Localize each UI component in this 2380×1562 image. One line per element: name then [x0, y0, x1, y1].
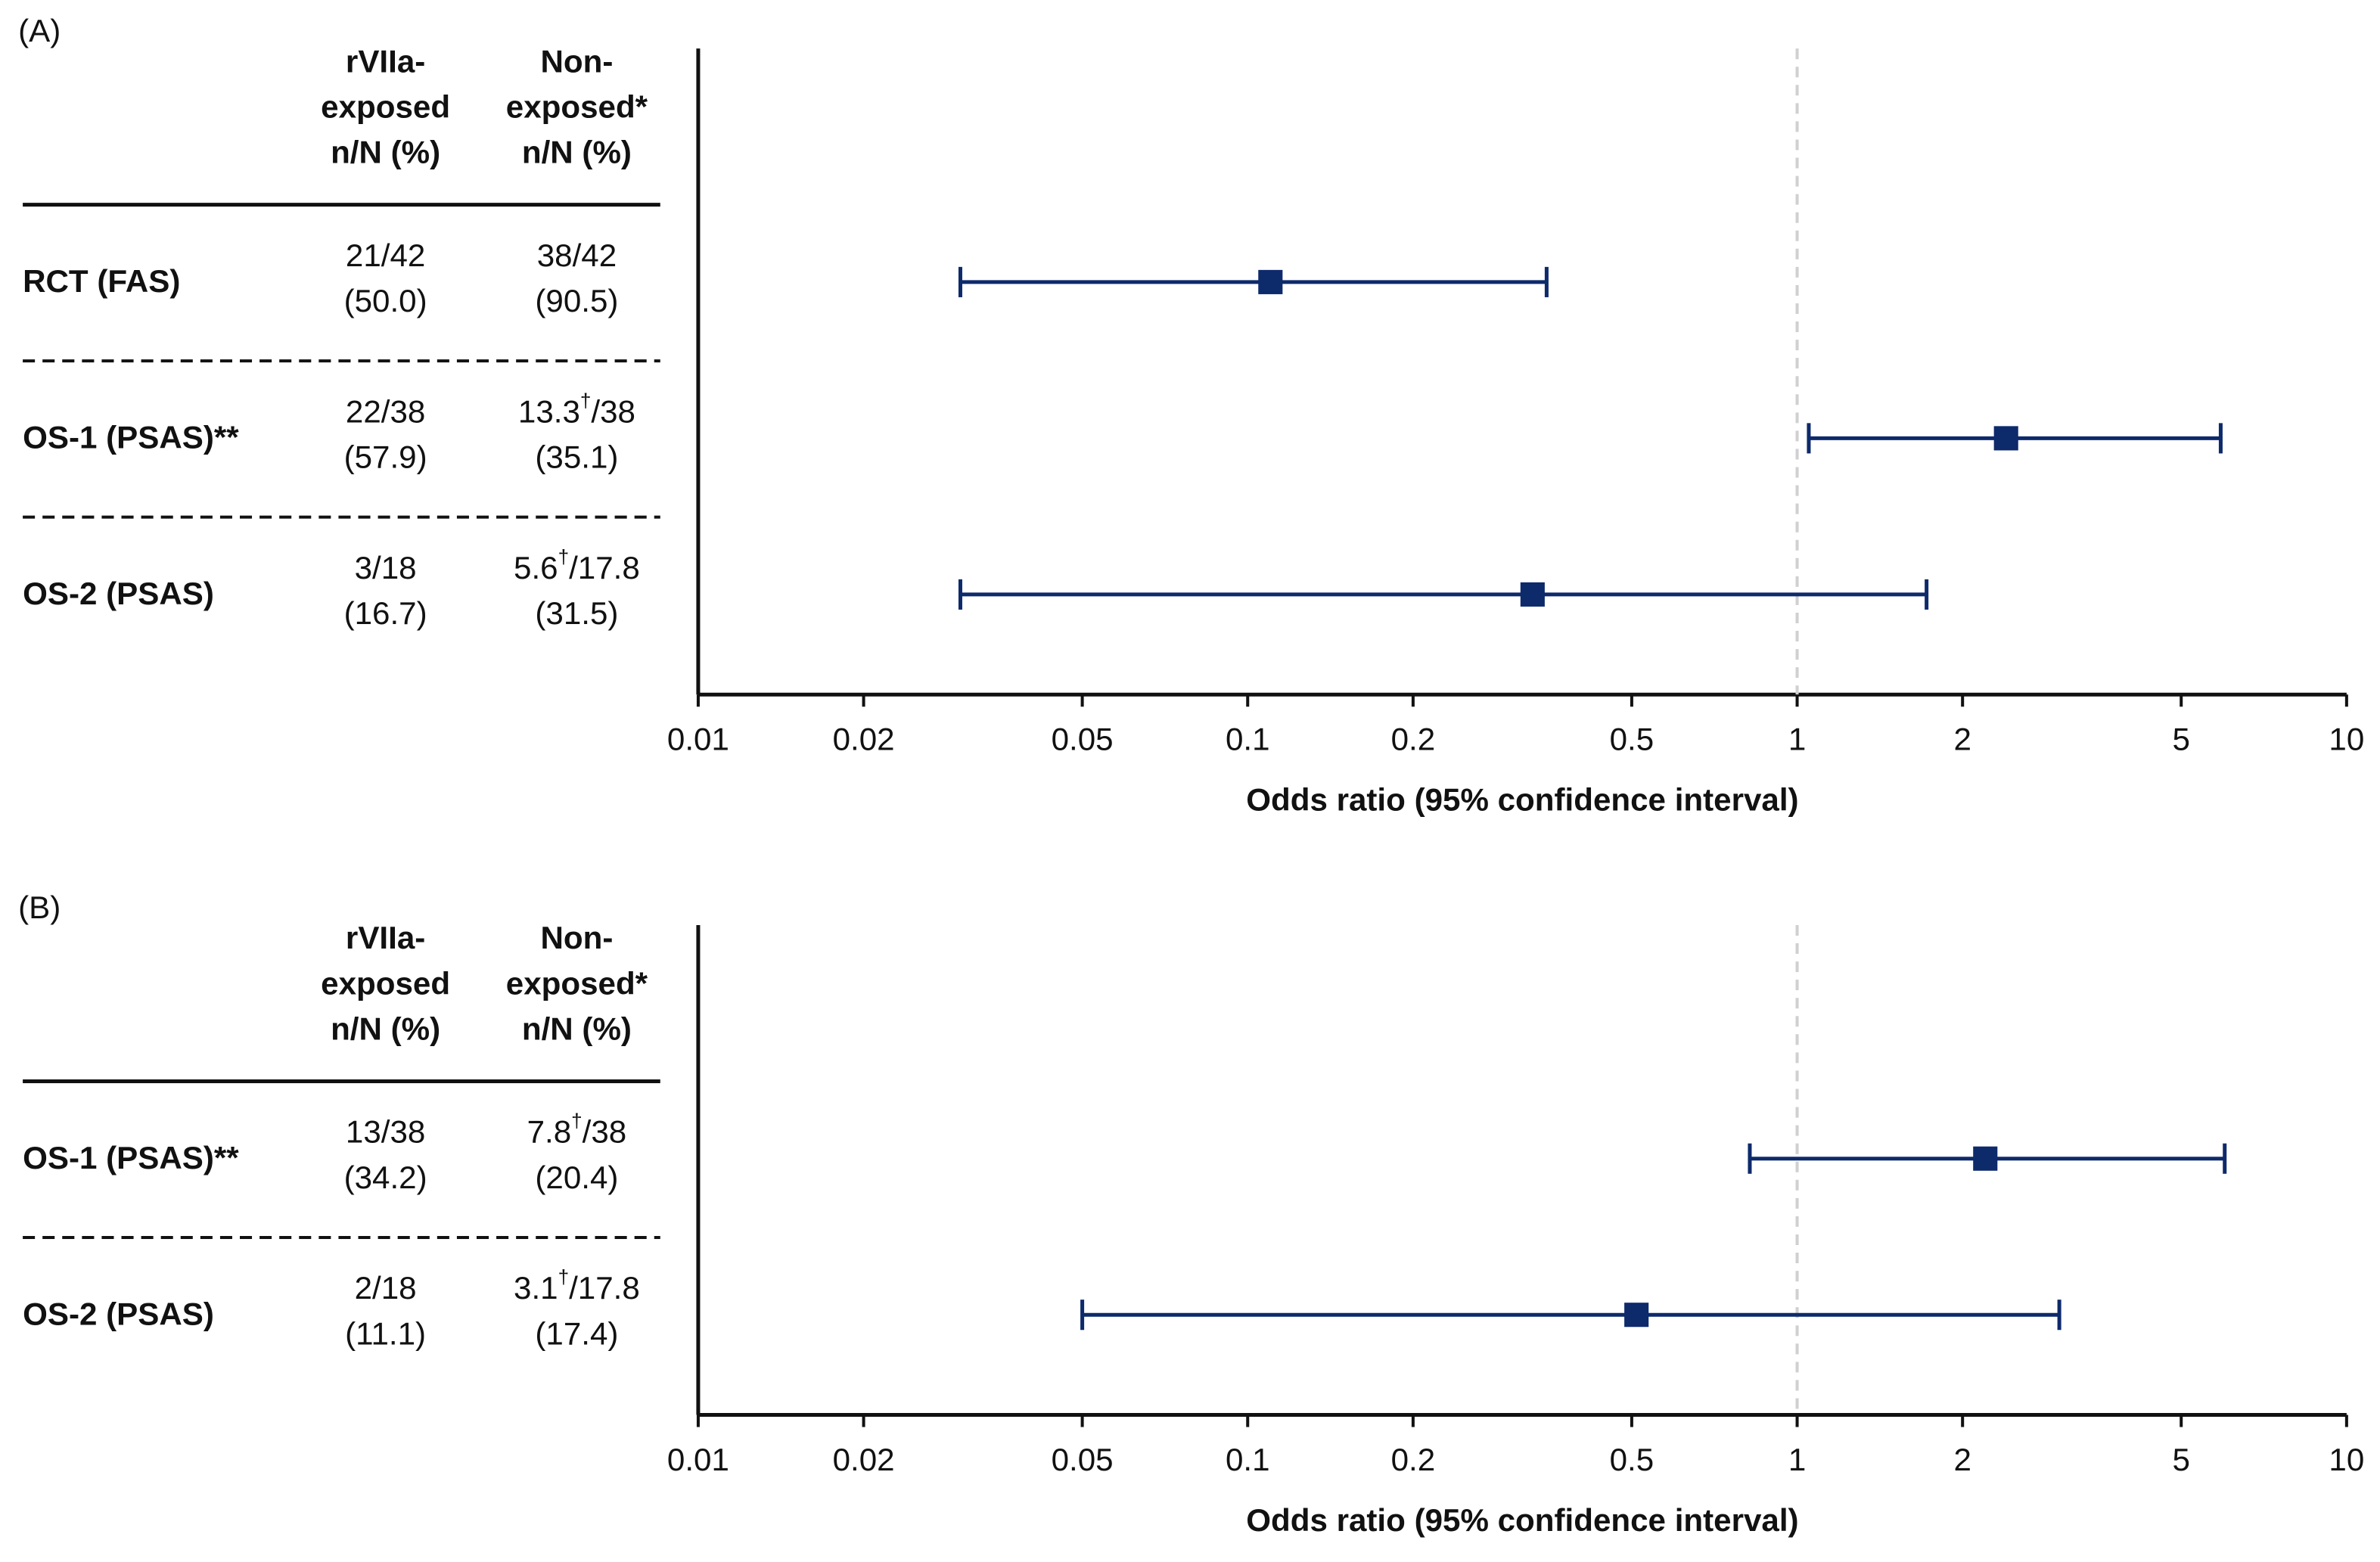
x-tick-label: 0.02: [833, 1442, 895, 1477]
column-header: rVIIa-: [346, 920, 425, 955]
x-tick-label: 10: [2329, 722, 2364, 757]
column-header: n/N (%): [331, 135, 440, 170]
x-tick-label: 5: [2173, 722, 2190, 757]
table-cell: 13.3†/38: [518, 389, 635, 429]
point-estimate: [1624, 1303, 1649, 1328]
table-cell: 5.6†/17.8: [514, 545, 640, 585]
x-tick-label: 0.2: [1391, 722, 1436, 757]
column-header: n/N (%): [522, 135, 632, 170]
x-tick-label: 0.5: [1610, 722, 1655, 757]
table-cell: 22/38: [346, 393, 425, 429]
column-header: Non-: [540, 920, 613, 955]
table-cell: (31.5): [535, 595, 618, 631]
column-header: n/N (%): [522, 1011, 632, 1046]
row-label: OS-1 (PSAS)**: [23, 420, 239, 455]
table-cell: (11.1): [345, 1315, 426, 1351]
panel-label: (B): [18, 890, 61, 925]
table-cell: 7.8†/38: [527, 1109, 627, 1149]
table-cell: (35.1): [535, 439, 618, 475]
table-cell: 13/38: [346, 1114, 425, 1150]
table-cell: (17.4): [535, 1315, 618, 1351]
table-cell: (50.0): [344, 283, 427, 318]
x-tick-label: 1: [1788, 1442, 1806, 1477]
row-label: OS-1 (PSAS)**: [23, 1140, 239, 1175]
point-estimate: [1520, 582, 1545, 607]
x-tick-label: 0.05: [1052, 1442, 1114, 1477]
point-estimate: [1973, 1146, 1998, 1171]
column-header: exposed: [321, 965, 450, 1001]
table-cell: (34.2): [344, 1160, 427, 1195]
table-cell: (90.5): [535, 283, 618, 318]
x-tick-label: 0.01: [667, 722, 729, 757]
table-cell: 21/42: [346, 238, 425, 273]
x-tick-label: 0.01: [667, 1442, 729, 1477]
row-label: OS-2 (PSAS): [23, 576, 214, 611]
column-header: Non-: [540, 43, 613, 79]
x-tick-label: 0.5: [1610, 1442, 1655, 1477]
panel-label: (A): [18, 13, 61, 48]
table-cell: 3/18: [355, 550, 417, 585]
table-cell: 38/42: [537, 238, 617, 273]
x-tick-label: 10: [2329, 1442, 2364, 1477]
column-header: n/N (%): [331, 1011, 440, 1046]
table-cell: (57.9): [344, 439, 427, 475]
table-cell: (16.7): [344, 595, 427, 631]
point-estimate: [1258, 269, 1283, 294]
row-label: RCT (FAS): [23, 263, 180, 299]
x-tick-label: 0.05: [1052, 722, 1114, 757]
point-estimate: [1993, 426, 2018, 451]
x-tick-label: 5: [2173, 1442, 2190, 1477]
table-cell: 3.1†/17.8: [514, 1265, 640, 1306]
x-tick-label: 0.2: [1391, 1442, 1436, 1477]
column-header: exposed*: [506, 89, 648, 124]
x-tick-label: 1: [1788, 722, 1806, 757]
x-tick-label: 0.1: [1226, 1442, 1270, 1477]
x-tick-label: 0.1: [1226, 722, 1270, 757]
table-cell: 2/18: [355, 1270, 417, 1306]
row-label: OS-2 (PSAS): [23, 1296, 214, 1331]
x-axis-label: Odds ratio (95% confidence interval): [1246, 1502, 1798, 1538]
table-cell: (20.4): [535, 1160, 618, 1195]
column-header: rVIIa-: [346, 43, 425, 79]
column-header: exposed*: [506, 965, 648, 1001]
column-header: exposed: [321, 89, 450, 124]
x-tick-label: 0.02: [833, 722, 895, 757]
x-tick-label: 2: [1953, 1442, 1971, 1477]
x-axis-label: Odds ratio (95% confidence interval): [1246, 782, 1798, 818]
x-tick-label: 2: [1953, 722, 1971, 757]
